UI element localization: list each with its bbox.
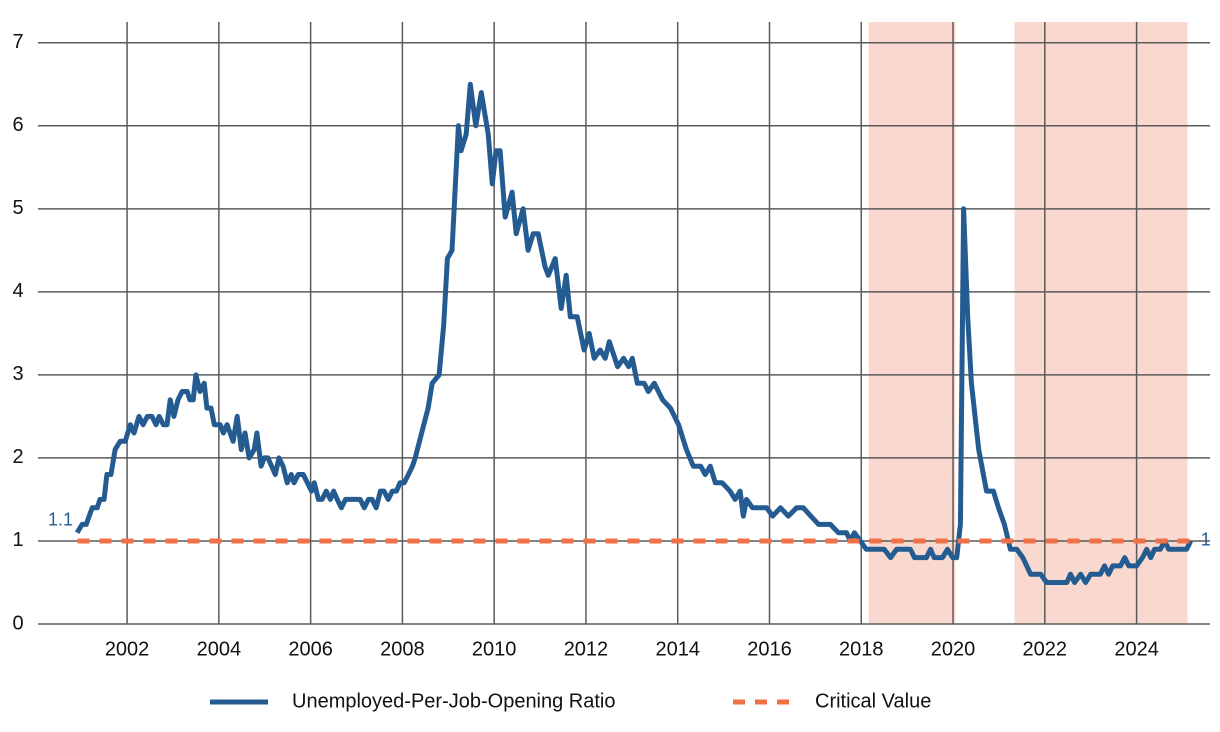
- y-tick-label: 3: [12, 363, 23, 385]
- x-tick-label: 2006: [288, 638, 333, 660]
- end-label: 1.1: [48, 509, 73, 529]
- x-tick-label: 2002: [105, 638, 150, 660]
- x-tick-label: 2014: [655, 638, 700, 660]
- x-tick-label: 2008: [380, 638, 425, 660]
- y-tick-label: 2: [12, 446, 23, 468]
- x-tick-label: 2004: [197, 638, 242, 660]
- y-tick-label: 7: [12, 31, 23, 53]
- shaded-region: [868, 22, 956, 624]
- y-tick-label: 4: [12, 280, 23, 302]
- shaded-region: [1014, 22, 1188, 624]
- y-tick-label: 5: [12, 197, 23, 219]
- x-tick-label: 2012: [564, 638, 609, 660]
- y-tick-label: 1: [12, 529, 23, 551]
- legend-label: Critical Value: [815, 690, 931, 712]
- y-tick-label: 6: [12, 114, 23, 136]
- x-tick-label: 2020: [931, 638, 976, 660]
- x-tick-label: 2010: [472, 638, 517, 660]
- x-tick-label: 2022: [1023, 638, 1068, 660]
- x-tick-label: 2024: [1114, 638, 1159, 660]
- series-line: [74, 81, 1193, 585]
- end-label: 1: [1201, 530, 1211, 550]
- y-tick-label: 0: [12, 612, 23, 634]
- x-tick-label: 2018: [839, 638, 884, 660]
- x-tick-label: 2016: [747, 638, 792, 660]
- legend-label: Unemployed-Per-Job-Opening Ratio: [292, 690, 616, 712]
